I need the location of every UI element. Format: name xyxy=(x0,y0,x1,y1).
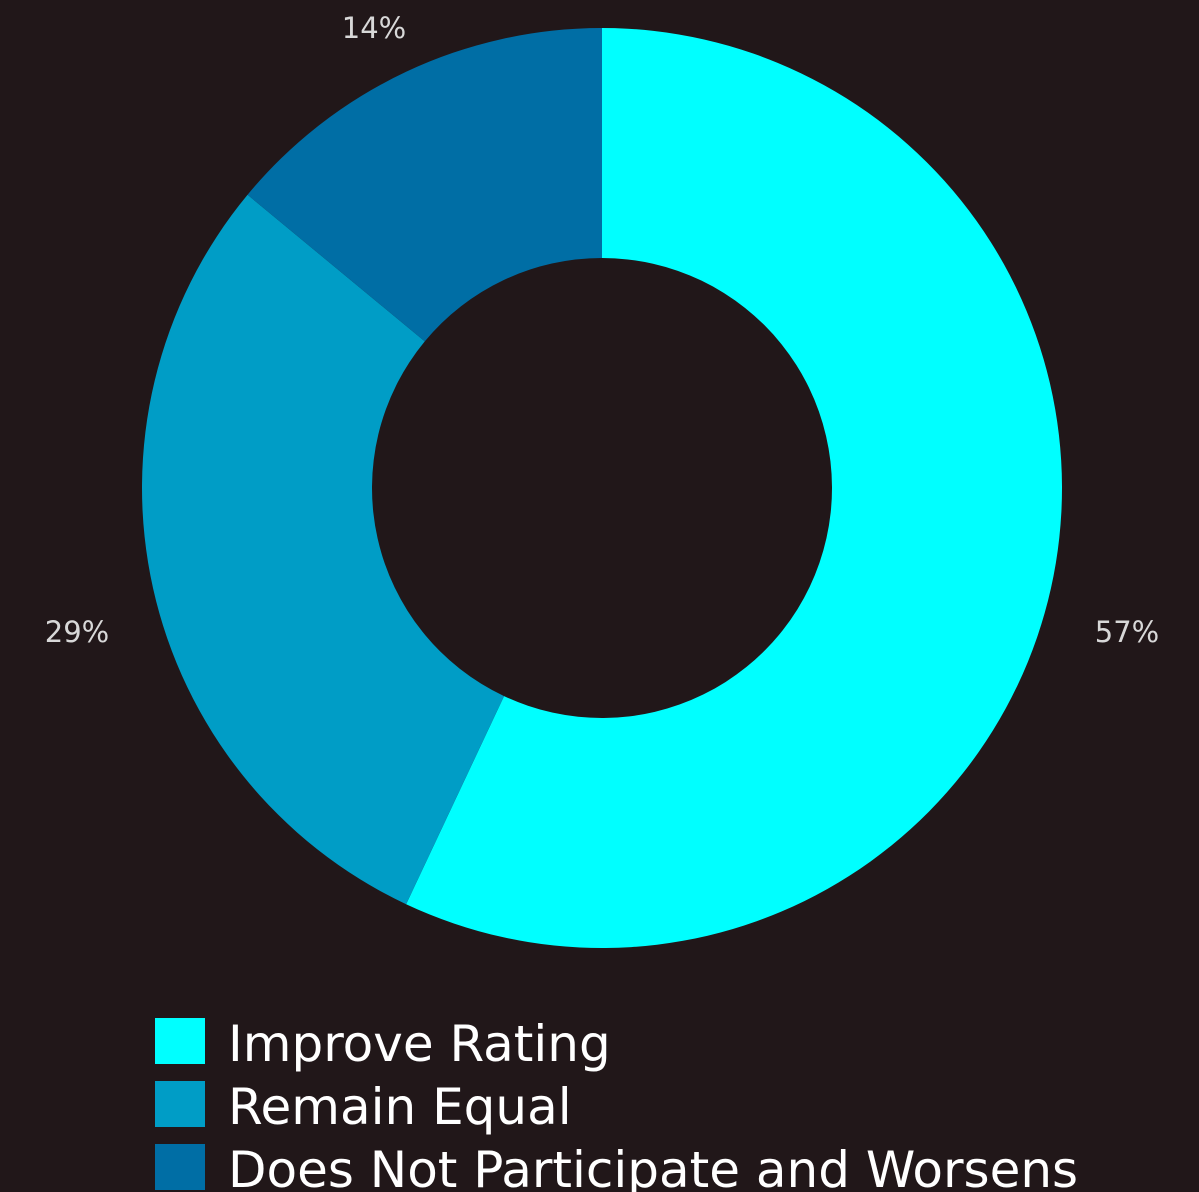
legend-item-remain-equal: Remain Equal xyxy=(155,1078,572,1136)
slice-does-not-participate-and-worsens xyxy=(247,28,602,342)
legend-swatch xyxy=(155,1081,205,1127)
slice-label-remain-equal: 29% xyxy=(45,615,109,649)
legend-item-improve-rating: Improve Rating xyxy=(155,1015,611,1073)
legend-label: Remain Equal xyxy=(228,1078,572,1136)
slice-remain-equal xyxy=(141,194,505,905)
legend-swatch xyxy=(155,1144,205,1190)
slice-label-does-not-participate-and-worsens: 14% xyxy=(342,11,406,45)
slice-labels: 57% 29% 14% xyxy=(45,11,1159,649)
legend-item-does-not-participate-and-worsens: Does Not Participate and Worsens xyxy=(155,1141,1078,1192)
slice-improve-rating xyxy=(406,28,1062,948)
legend-label: Improve Rating xyxy=(228,1015,611,1073)
donut-slices xyxy=(141,28,1062,948)
legend-swatch xyxy=(155,1018,205,1064)
legend-label: Does Not Participate and Worsens xyxy=(228,1141,1078,1192)
slice-label-improve-rating: 57% xyxy=(1095,615,1159,649)
